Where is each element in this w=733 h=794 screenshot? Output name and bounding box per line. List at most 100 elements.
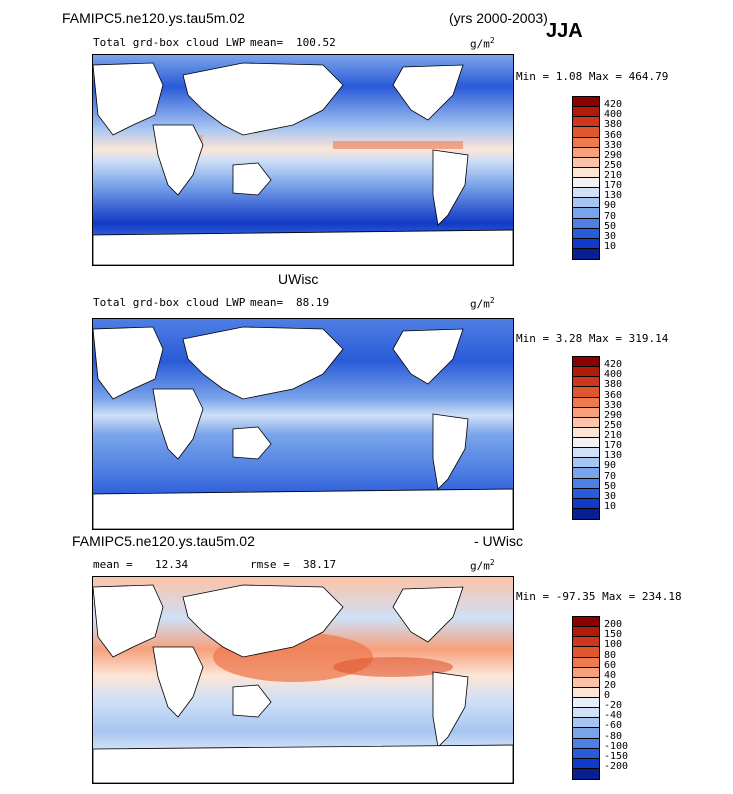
colorbar-cell (573, 498, 599, 509)
panel2-mean-label: mean= (250, 296, 284, 309)
colorbar-tick-label: -200 (604, 760, 629, 772)
colorbar-cell (573, 397, 599, 408)
panel3-title-left: FAMIPC5.ne120.ys.tau5m.02 (72, 533, 255, 549)
colorbar-cell (573, 357, 599, 368)
panel1-field: Total grd-box cloud LWP (93, 36, 246, 49)
colorbar-tick-label: 210 (604, 170, 623, 181)
panel1-map (92, 54, 514, 266)
colorbar-cell (573, 738, 599, 749)
season-label: JJA (546, 20, 583, 42)
colorbar-tick-label: 150 (604, 629, 623, 641)
case-name: FAMIPC5.ne120.ys.tau5m.02 (62, 10, 245, 26)
colorbar-tick-label: 70 (604, 470, 617, 482)
colorbar-tick-label: 400 (604, 369, 623, 381)
panel2-mean: 88.19 (296, 296, 330, 309)
panel2-minmax: Min = 3.28 Max = 319.14 (516, 332, 669, 345)
colorbar-cell (573, 167, 599, 178)
colorbar-cell (573, 427, 599, 438)
colorbar-tick-label: 250 (604, 419, 623, 431)
colorbar-tick-label: 290 (604, 149, 623, 161)
panel2-units: g/m2 (470, 296, 495, 311)
colorbar-cell (573, 387, 599, 398)
colorbar-tick-label: 200 (604, 619, 623, 631)
colorbar-tick-label: -150 (604, 750, 629, 762)
colorbar-tick-label: 10 (604, 240, 617, 252)
colorbar-cell (573, 458, 599, 469)
panel3-units: g/m2 (470, 558, 495, 573)
panel3-rmse-label: rmse = (250, 558, 290, 571)
colorbar-cell (573, 647, 599, 658)
panel3-minmax: Min = -97.35 Max = 234.18 (516, 590, 682, 603)
colorbar-tick-label: 420 (604, 99, 623, 111)
colorbar-tick-label: 90 (604, 200, 617, 212)
colorbar-cell (573, 248, 599, 259)
colorbar-cell (573, 127, 599, 138)
colorbar-tick-label: 10 (604, 500, 617, 512)
colorbar-cell (573, 147, 599, 158)
panel1-units: g/m2 (470, 36, 495, 51)
colorbar-cell (573, 758, 599, 769)
panel2-land (92, 326, 514, 530)
colorbar-tick-label: 170 (604, 440, 623, 452)
colorbar-cell (573, 218, 599, 229)
colorbar-tick-label: 70 (604, 210, 617, 222)
panel3-mean: 12.34 (155, 558, 189, 571)
colorbar-cell (573, 238, 599, 249)
panel1-mean-label: mean= (250, 36, 284, 49)
colorbar-tick-label: 80 (604, 649, 617, 661)
colorbar-cell (573, 478, 599, 489)
colorbar-cell (573, 117, 599, 128)
colorbar-tick-label: 250 (604, 159, 623, 171)
colorbar-cell (573, 198, 599, 209)
colorbar-cell (573, 488, 599, 499)
colorbar-tick-label: -60 (604, 720, 623, 732)
panel1-colorbar (572, 96, 600, 260)
panel3-map (92, 576, 514, 784)
colorbar-cell (573, 97, 599, 108)
colorbar-cell (573, 637, 599, 648)
colorbar-cell (573, 438, 599, 449)
panel3-land (92, 584, 514, 784)
colorbar-tick-label: 40 (604, 669, 617, 681)
colorbar-cell (573, 367, 599, 378)
panel2-title: UWisc (278, 271, 319, 287)
colorbar-tick-label: 90 (604, 460, 617, 472)
colorbar-tick-label: 130 (604, 190, 623, 202)
colorbar-tick-label: 0 (604, 690, 611, 701)
colorbar-cell (573, 157, 599, 168)
colorbar-cell (573, 377, 599, 388)
colorbar-cell (573, 677, 599, 688)
panel2-colorbar (572, 356, 600, 520)
colorbar-cell (573, 718, 599, 729)
colorbar-cell (573, 188, 599, 199)
colorbar-cell (573, 228, 599, 239)
panel1-minmax: Min = 1.08 Max = 464.79 (516, 70, 669, 83)
colorbar-cell (573, 748, 599, 759)
colorbar-cell (573, 137, 599, 148)
colorbar-tick-label: 400 (604, 109, 623, 121)
colorbar-tick-label: -80 (604, 730, 623, 742)
colorbar-tick-label: 380 (604, 119, 623, 131)
colorbar-cell (573, 708, 599, 719)
colorbar-tick-label: 330 (604, 399, 623, 411)
colorbar-cell (573, 768, 599, 779)
colorbar-cell (573, 687, 599, 698)
colorbar-tick-label: 420 (604, 359, 623, 371)
panel3-mean-label: mean = (93, 558, 133, 571)
panel3-map-svg (92, 577, 514, 784)
colorbar-tick-label: 100 (604, 639, 623, 651)
years-range: (yrs 2000-2003) (449, 10, 548, 26)
colorbar-cell (573, 468, 599, 479)
colorbar-cell (573, 667, 599, 678)
colorbar-tick-label: 170 (604, 180, 623, 192)
colorbar-tick-label: 50 (604, 220, 617, 232)
panel2-field: Total grd-box cloud LWP (93, 296, 246, 309)
colorbar-tick-label: 130 (604, 450, 623, 462)
panel2-map-svg (92, 319, 514, 530)
colorbar-cell (573, 417, 599, 428)
colorbar-cell (573, 728, 599, 739)
panel3-title-right: - UWisc (474, 533, 523, 549)
colorbar-tick-label: 50 (604, 480, 617, 492)
colorbar-cell (573, 627, 599, 638)
panel3-colorbar (572, 616, 600, 780)
